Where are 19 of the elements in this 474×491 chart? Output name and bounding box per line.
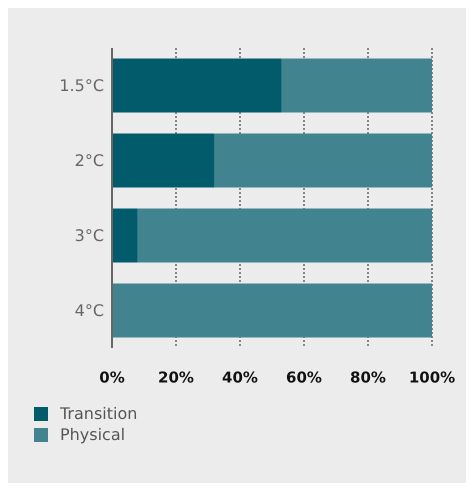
y-tick-label: 4°C	[74, 301, 104, 320]
bar	[112, 58, 282, 112]
bar	[112, 134, 214, 188]
x-tick-label: 40%	[222, 368, 258, 387]
bar	[138, 208, 432, 262]
y-tick-label: 3°C	[74, 226, 104, 246]
bar	[112, 208, 138, 262]
bar	[214, 134, 432, 188]
bar	[282, 58, 432, 112]
legend-label: Transition	[60, 404, 138, 423]
y-tick-label: 2°C	[74, 151, 104, 170]
legend-label: Physical	[60, 425, 126, 444]
x-tick-label: 0%	[99, 368, 125, 387]
x-tick-label: 20%	[158, 368, 194, 387]
x-tick-label: 80%	[350, 368, 386, 387]
bar	[112, 284, 432, 338]
y-tick-label: 1.5°C	[59, 76, 104, 96]
x-tick-label: 100%	[408, 368, 456, 387]
x-tick-label: 60%	[286, 368, 322, 387]
